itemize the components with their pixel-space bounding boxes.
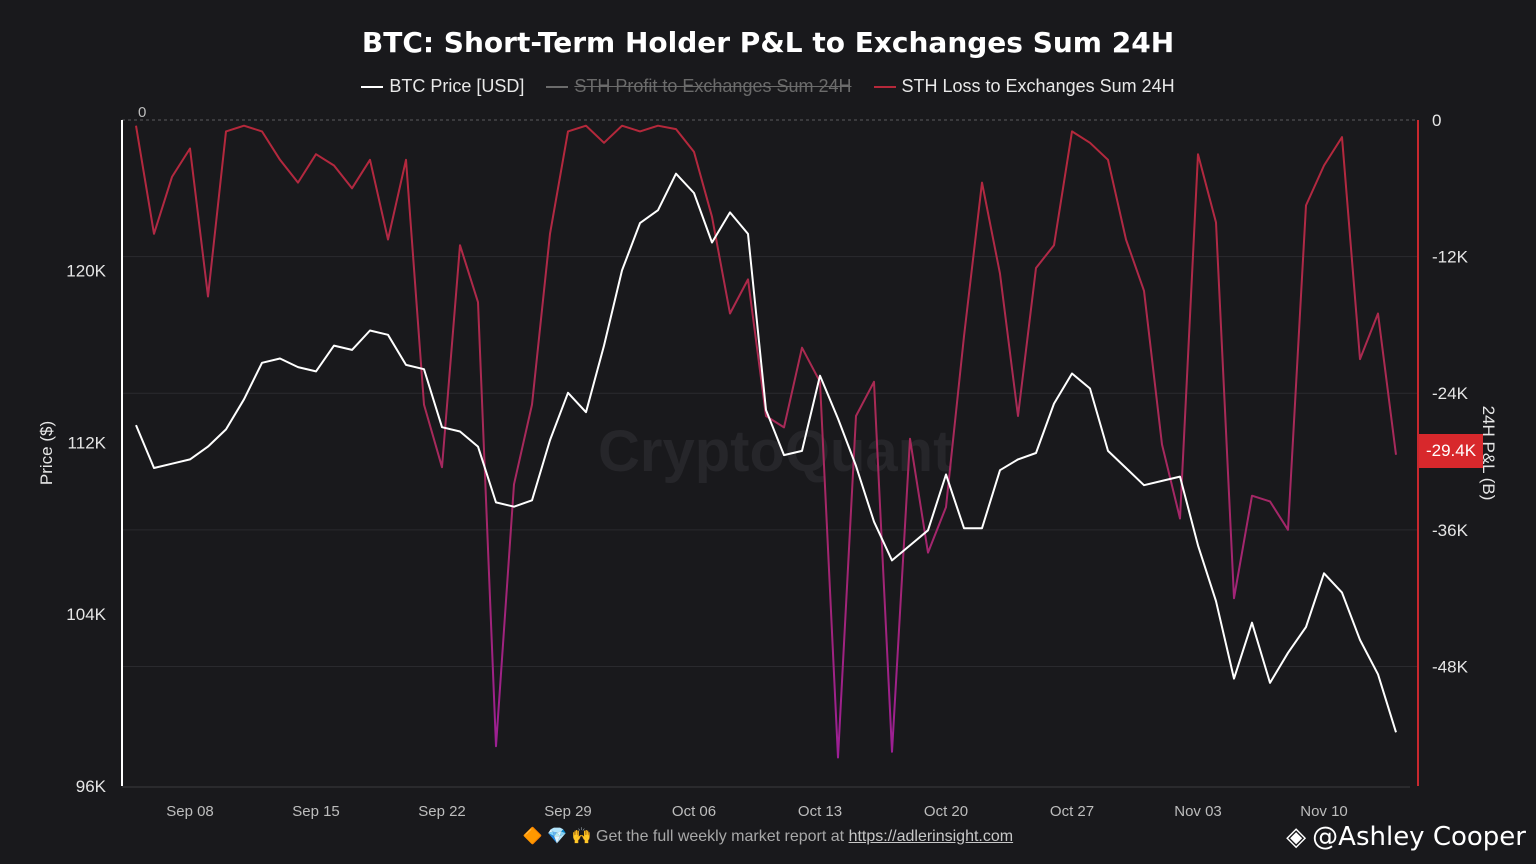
axes xyxy=(121,120,1419,788)
right-tick-label: 0 xyxy=(1432,111,1441,130)
price-series-line xyxy=(135,172,1397,733)
x-tick-label: Oct 20 xyxy=(924,803,968,820)
loss-series-line xyxy=(135,124,1397,759)
right-tick-label: -36K xyxy=(1432,521,1469,540)
x-tick-label: Sep 08 xyxy=(166,803,214,820)
right-tick-label: -48K xyxy=(1432,657,1469,676)
x-tick-label: Oct 27 xyxy=(1050,803,1094,820)
right-axis-title: 24H P&L (B) xyxy=(1479,406,1498,501)
left-axis-title: Price ($) xyxy=(37,421,56,485)
right-tick-label: -24K xyxy=(1432,384,1469,403)
watermark: CryptoQuant xyxy=(598,419,953,484)
x-tick-label: Oct 06 xyxy=(672,803,716,820)
diamond-icon: ◈ xyxy=(1286,822,1307,852)
grid-lines xyxy=(122,119,1418,667)
left-tick-label: 104K xyxy=(66,605,106,624)
left-tick-label: 120K xyxy=(66,261,106,280)
legend-swatch-price xyxy=(361,85,384,88)
footer-text: Get the full weekly market report at xyxy=(596,828,845,845)
x-tick-label: Nov 03 xyxy=(1174,803,1222,820)
chart-title: BTC: Short-Term Holder P&L to Exchanges … xyxy=(361,26,1175,59)
legend-label-loss: STH Loss to Exchanges Sum 24H xyxy=(901,76,1175,96)
author-name: @Ashley Cooper xyxy=(1312,822,1526,852)
legend-swatch-loss xyxy=(873,85,896,88)
legend-item-loss[interactable]: STH Loss to Exchanges Sum 24H xyxy=(873,76,1175,97)
footer-link[interactable]: https://adlerinsight.com xyxy=(848,828,1014,845)
legend-label-price: BTC Price [USD] xyxy=(389,76,525,96)
zero-label: 0 xyxy=(138,104,146,121)
legend: BTC Price [USD] STH Profit to Exchanges … xyxy=(0,76,1536,97)
x-tick-label: Sep 22 xyxy=(418,803,466,820)
author-credit: ◈ @Ashley Cooper xyxy=(1286,822,1526,852)
legend-item-price[interactable]: BTC Price [USD] xyxy=(361,76,524,97)
series-layer xyxy=(135,124,1397,759)
legend-item-profit[interactable]: STH Profit to Exchanges Sum 24H xyxy=(546,76,852,97)
left-tick-label: 112K xyxy=(68,433,107,452)
left-tick-label: 96K xyxy=(76,777,107,796)
legend-swatch-profit xyxy=(546,85,569,88)
x-tick-label: Oct 13 xyxy=(798,803,842,820)
current-value-badge: -29.4K xyxy=(1419,434,1483,468)
x-tick-label: Sep 29 xyxy=(544,803,592,820)
x-tick-label: Sep 15 xyxy=(292,803,340,820)
footer: 🔶 💎 🙌 Get the full weekly market report … xyxy=(0,826,1536,846)
x-tick-label: Nov 10 xyxy=(1300,803,1348,820)
legend-label-profit: STH Profit to Exchanges Sum 24H xyxy=(574,76,852,96)
right-tick-label: -12K xyxy=(1432,248,1469,267)
axis-labels: 0 -12K -24K -36K -48K 0 120K 112K 104K 96K Sep 08 S… xyxy=(37,104,1498,820)
footer-emojis: 🔶 💎 🙌 xyxy=(522,828,592,845)
